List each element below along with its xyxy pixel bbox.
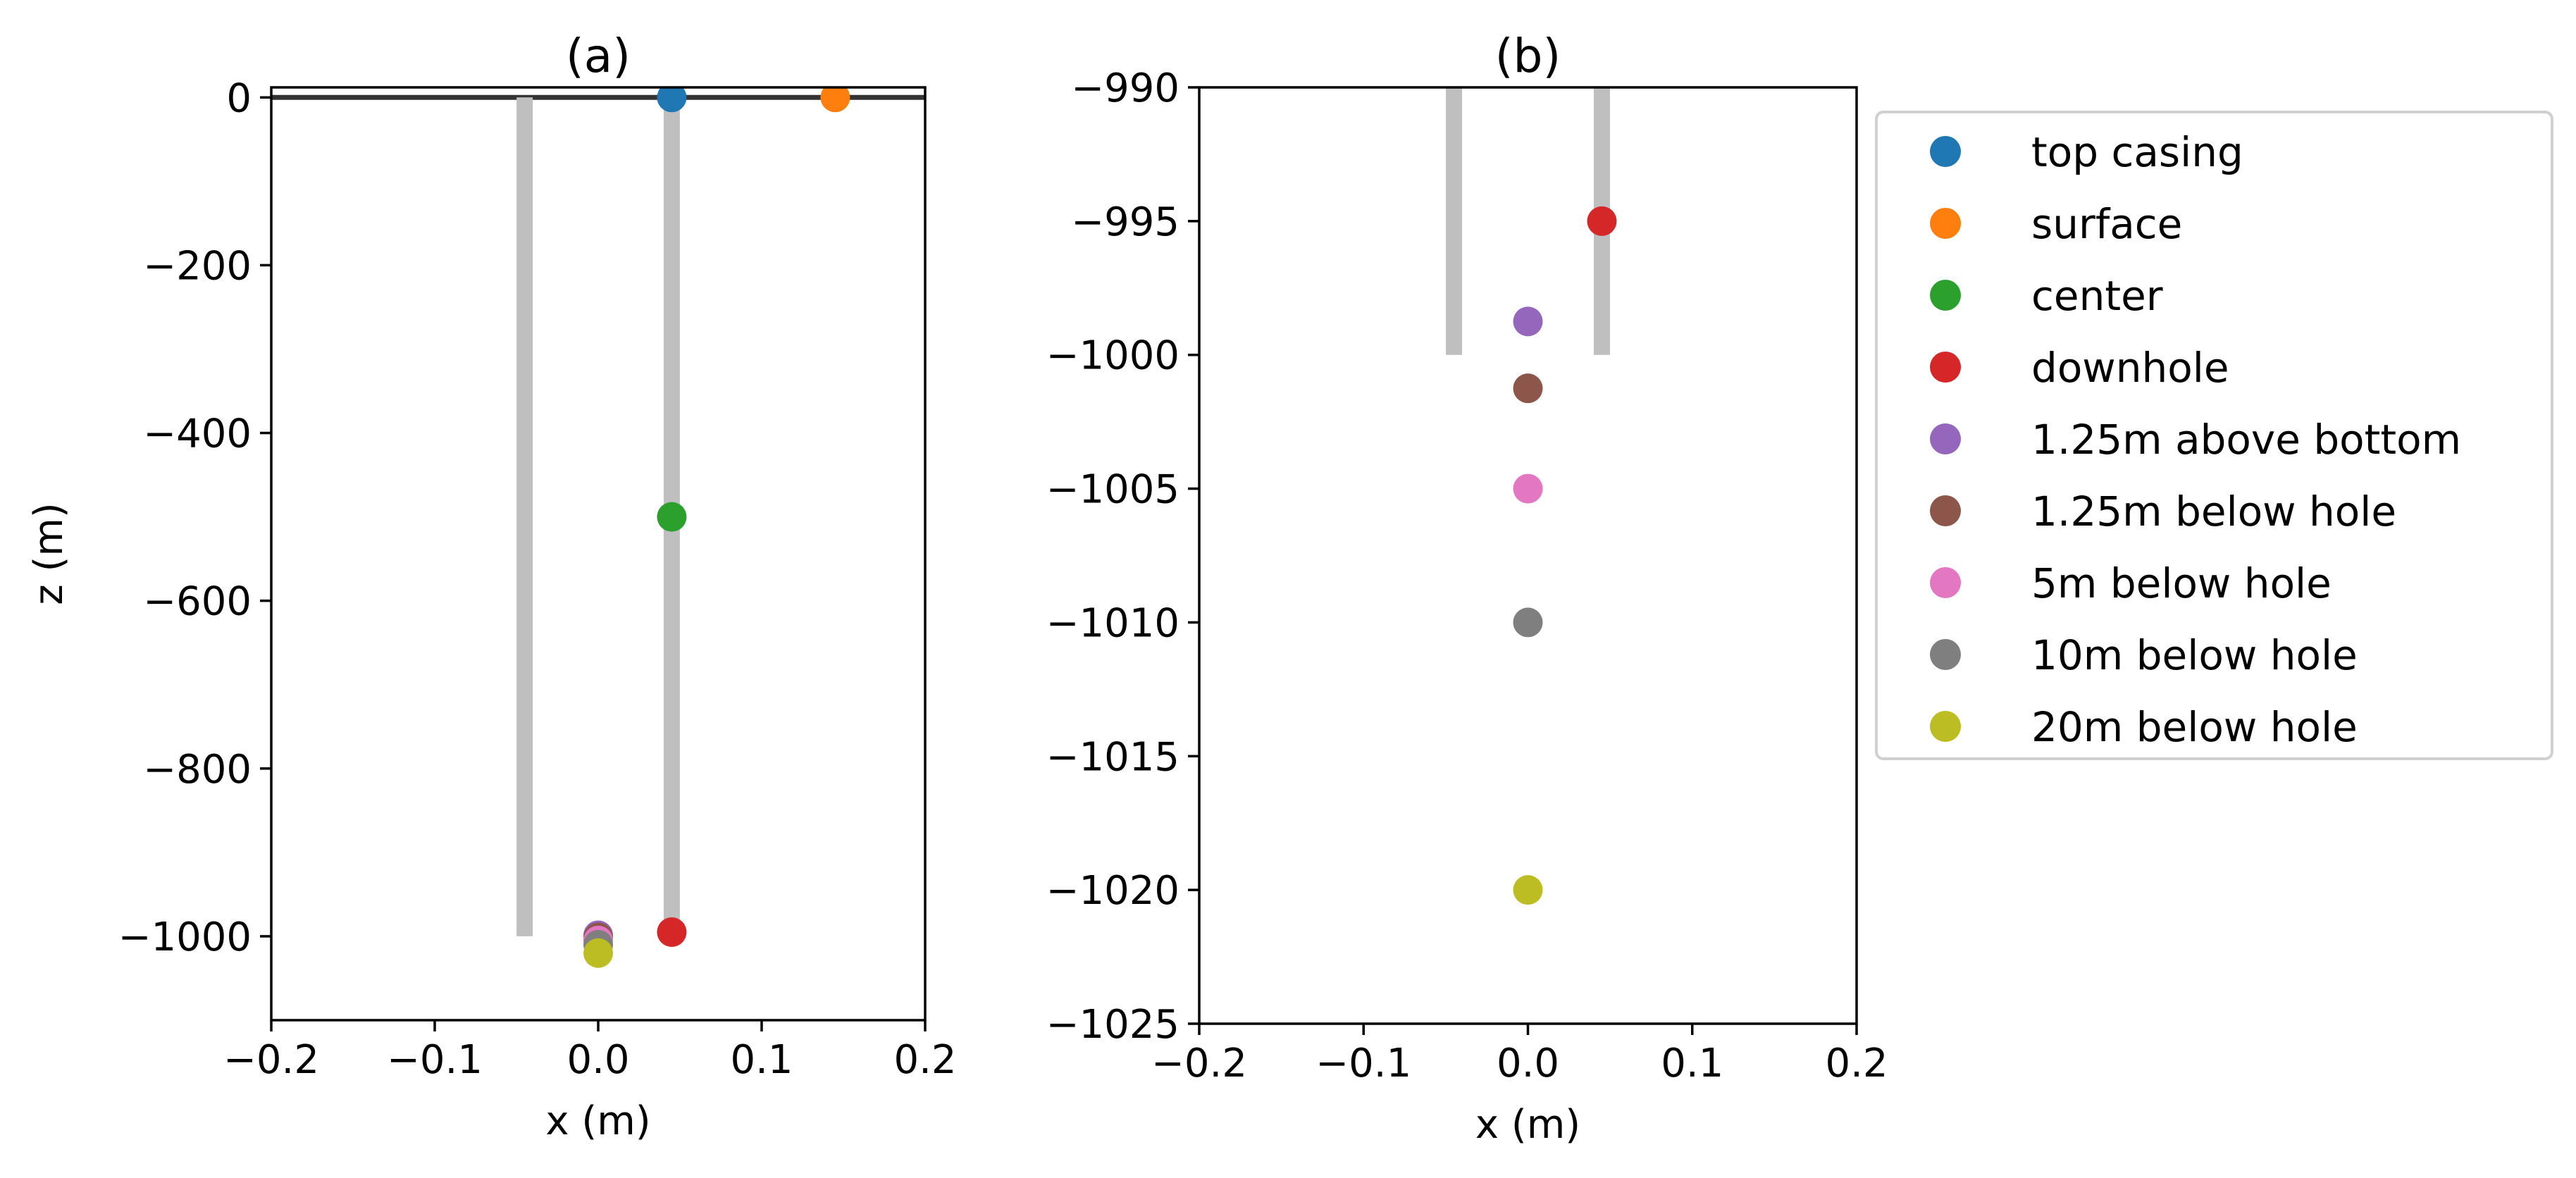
axes-frame <box>270 86 927 1022</box>
y-tick-label: −995 <box>1071 199 1179 245</box>
x-tick-label: 0.2 <box>893 1037 956 1083</box>
y-tick-label: −1015 <box>1046 734 1179 780</box>
x-tick-label: 0.1 <box>1661 1041 1723 1086</box>
legend-label: 5m below hole <box>2031 559 2332 607</box>
data-point: top casing <box>657 87 687 113</box>
data-point: 1.25m below hole <box>1513 373 1543 404</box>
y-tick-label: −200 <box>143 243 252 289</box>
x-tick-label: 0.2 <box>1825 1041 1888 1086</box>
data-point: 5m below hole <box>1513 473 1543 504</box>
legend-item: 20m below hole <box>1930 703 2358 751</box>
y-tick-label: −1025 <box>1046 1002 1179 1048</box>
legend-marker-icon <box>1930 639 1961 670</box>
y-axis-label: z (m) <box>26 502 72 604</box>
y-tick-label: −990 <box>1071 66 1179 111</box>
legend-marker-icon <box>1930 495 1961 526</box>
legend-item: top casing <box>1930 128 2243 176</box>
data-point: downhole <box>657 917 687 947</box>
legend-label: downhole <box>2031 344 2229 392</box>
legend-label: 1.25m above bottom <box>2031 416 2461 464</box>
legend-label: 1.25m below hole <box>2031 488 2396 535</box>
legend-marker-icon <box>1930 208 1961 239</box>
x-tick-label: 0.0 <box>1497 1041 1559 1086</box>
y-tick-label: −800 <box>143 747 252 793</box>
x-tick-label: 0.0 <box>566 1037 629 1083</box>
legend-item: 1.25m above bottom <box>1930 416 2461 464</box>
panel-title: (b) <box>1495 29 1561 83</box>
legend-label: center <box>2031 272 2163 320</box>
legend-item: 5m below hole <box>1930 559 2332 607</box>
panel-title: (a) <box>566 29 631 83</box>
legend-marker-icon <box>1930 423 1961 454</box>
legend-item: 10m below hole <box>1930 631 2358 679</box>
legend: top casing surface center downhole 1.25m abo… <box>1875 111 2553 760</box>
legend-marker-icon <box>1930 280 1961 311</box>
data-point: 20m below hole <box>583 938 613 968</box>
data-point: downhole <box>1587 206 1617 236</box>
x-tick-label: 0.1 <box>730 1037 793 1083</box>
y-tick-label: −1005 <box>1046 467 1179 513</box>
x-tick-label: −0.2 <box>223 1037 319 1083</box>
y-tick-label: −1020 <box>1046 868 1179 914</box>
legend-item: downhole <box>1930 344 2229 392</box>
data-point: center <box>657 502 687 532</box>
data-point: surface <box>820 87 850 113</box>
legend-item: 1.25m below hole <box>1930 488 2396 535</box>
legend-label: 20m below hole <box>2031 703 2358 751</box>
legend-item: center <box>1930 272 2163 320</box>
x-axis-label: x (m) <box>545 1098 650 1144</box>
legend-label: 10m below hole <box>2031 631 2358 679</box>
data-point: 10m below hole <box>1513 607 1543 638</box>
legend-label: top casing <box>2031 128 2243 176</box>
x-axis-label: x (m) <box>1475 1102 1580 1148</box>
legend-marker-icon <box>1930 136 1961 167</box>
legend-box <box>1875 111 2553 760</box>
y-tick-label: −600 <box>143 579 252 625</box>
y-tick-label: −1010 <box>1046 600 1179 646</box>
legend-marker-icon <box>1930 567 1961 598</box>
plot-area: downhole 1.25m above bottom 1.25m below ho… <box>1446 87 1617 905</box>
y-tick-label: −1000 <box>118 914 252 960</box>
data-point: 1.25m above bottom <box>1513 306 1543 337</box>
legend-label: surface <box>2031 200 2182 248</box>
x-tick-label: −0.2 <box>1151 1041 1247 1086</box>
legend-item: surface <box>1930 200 2182 248</box>
data-point: 20m below hole <box>1513 875 1543 905</box>
x-tick-label: −0.1 <box>1315 1041 1411 1086</box>
legend-marker-icon <box>1930 711 1961 742</box>
y-tick-label: −1000 <box>1046 333 1179 379</box>
y-tick-label: 0 <box>226 75 252 121</box>
y-tick-label: −400 <box>143 411 252 457</box>
panel-b: downhole 1.25m above bottom 1.25m below ho… <box>1046 29 1888 1148</box>
legend-marker-icon <box>1930 352 1961 383</box>
x-tick-label: −0.1 <box>387 1037 483 1083</box>
